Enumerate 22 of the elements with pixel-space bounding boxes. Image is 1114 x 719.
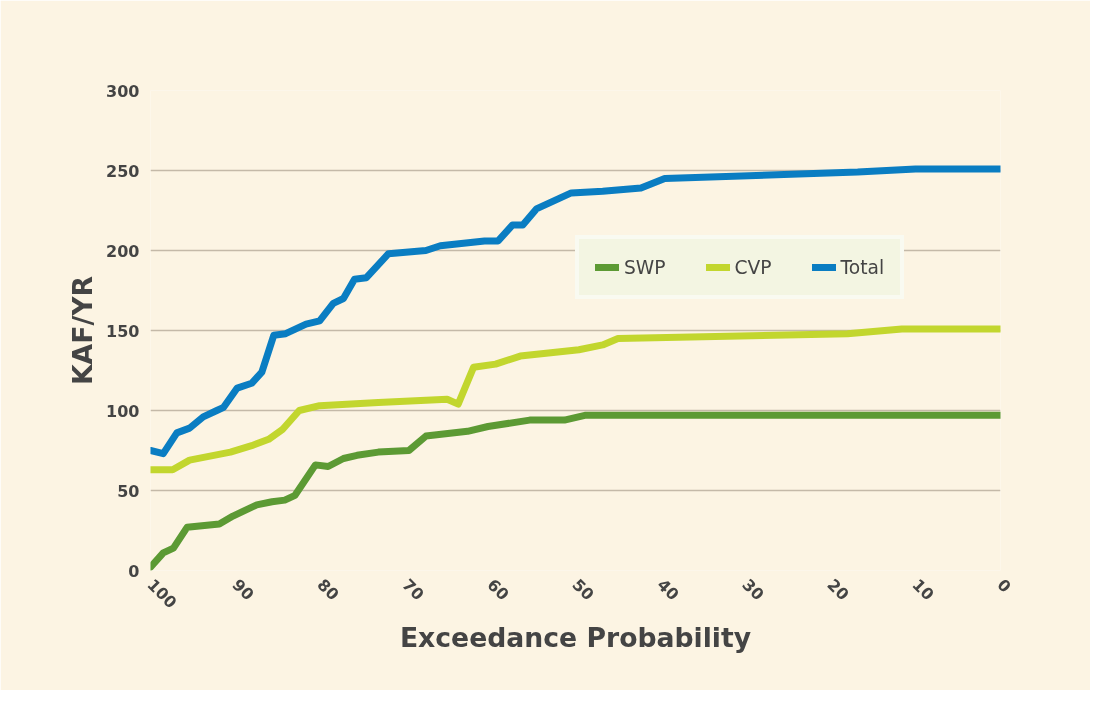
y-tick-label: 100 — [106, 401, 140, 421]
x-tick-label: 0 — [993, 575, 1015, 597]
y-axis-title: KAF/YR — [67, 275, 99, 386]
y-tick-label: 300 — [106, 81, 140, 101]
y-tick-label: 200 — [106, 241, 140, 261]
legend-label: SWP — [624, 256, 666, 278]
x-tick-label: 30 — [738, 575, 768, 605]
y-tick-label: 250 — [106, 161, 140, 181]
x-tick-label: 40 — [653, 575, 683, 605]
x-tick-label: 90 — [228, 575, 258, 605]
x-tick-label: 80 — [313, 575, 343, 605]
x-tick-label: 60 — [483, 575, 513, 605]
x-tick-label: 10 — [908, 575, 938, 605]
x-tick-label: 50 — [568, 575, 598, 605]
x-axis-title: Exceedance Probability — [399, 621, 752, 653]
y-tick-label: 0 — [128, 561, 140, 581]
x-tick-label: 20 — [823, 575, 853, 605]
x-tick-label: 70 — [398, 575, 428, 605]
legend-label: Total — [840, 256, 885, 278]
legend-label: CVP — [734, 256, 772, 278]
y-tick-label: 50 — [117, 481, 140, 501]
y-tick-label: 150 — [106, 321, 140, 341]
